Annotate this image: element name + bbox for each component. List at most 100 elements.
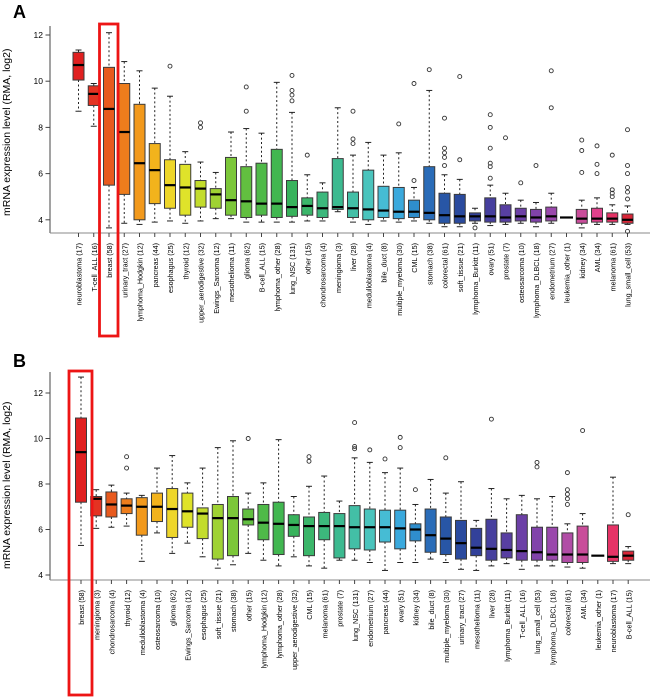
category-label: liver (28) xyxy=(349,243,358,271)
outlier-point xyxy=(548,105,554,111)
category-label: CML (15) xyxy=(305,590,314,620)
box xyxy=(87,85,100,106)
box xyxy=(272,501,285,556)
box xyxy=(240,166,253,218)
outlier-point xyxy=(350,136,356,142)
outlier-point xyxy=(580,428,586,433)
outlier-point xyxy=(487,145,493,151)
category-label: upper_aerodigestive (32) xyxy=(290,590,299,670)
category-label: bile_duct (8) xyxy=(427,590,436,630)
category-label: melanoma (61) xyxy=(608,243,617,291)
box xyxy=(531,526,543,561)
panel-b-label: B xyxy=(13,351,26,371)
category-label: Ewings_Sarcoma (12) xyxy=(184,590,193,661)
box xyxy=(270,148,283,218)
category-label: bile_duct (8) xyxy=(380,243,389,283)
category-label: melanoma (61) xyxy=(320,590,329,638)
box xyxy=(133,103,146,221)
category-label: soft_tissue (21) xyxy=(214,590,223,639)
category-label: lymphoma_Hodgkin (12) xyxy=(260,590,269,668)
box xyxy=(333,513,346,559)
outlier-point xyxy=(306,454,312,460)
category-label: AML (34) xyxy=(579,590,588,619)
box xyxy=(227,496,239,557)
box xyxy=(453,193,466,224)
box xyxy=(392,186,405,220)
category-label: meningioma (3) xyxy=(92,590,101,640)
y-tick-label: 12 xyxy=(34,388,44,398)
outlier-point xyxy=(245,436,251,441)
outlier-point xyxy=(564,496,570,502)
outlier-point xyxy=(243,84,249,90)
outlier-point xyxy=(564,491,570,497)
y-tick-label: 10 xyxy=(34,76,44,86)
outlier-point xyxy=(488,416,494,422)
category-label: pancreas (44) xyxy=(381,590,390,634)
panel-a-label: A xyxy=(13,2,26,22)
highlight-rect xyxy=(67,369,94,697)
category-label: leukemia_other (1) xyxy=(563,243,572,303)
box xyxy=(591,207,603,223)
box xyxy=(500,532,513,559)
outlier-point xyxy=(442,150,447,156)
outlier-point xyxy=(548,68,554,74)
outlier-point xyxy=(411,81,417,86)
outlier-point xyxy=(243,108,249,114)
outlier-point xyxy=(167,63,173,69)
y-tick-label: 8 xyxy=(38,122,43,132)
panel-a-y-axis-title: mRNA expression level (RMA, log2) xyxy=(1,48,13,216)
category-label: ovary (51) xyxy=(486,243,495,275)
outlier-point xyxy=(124,454,130,460)
category-label: AML (34) xyxy=(593,243,602,272)
outlier-point xyxy=(289,87,295,93)
outlier-point xyxy=(625,127,630,133)
outlier-point xyxy=(625,171,630,177)
category-label: mesothelioma (11) xyxy=(227,243,236,302)
outlier-point xyxy=(306,458,312,464)
box xyxy=(423,166,436,221)
category-label: mesothelioma (11) xyxy=(472,590,481,649)
y-tick-label: 4 xyxy=(38,570,43,580)
category-label: medulloblastoma (4) xyxy=(138,590,147,655)
category-label: B-cell_ALL (15) xyxy=(624,590,633,639)
box xyxy=(439,516,452,556)
outlier-point xyxy=(443,455,449,461)
box xyxy=(196,507,209,540)
outlier-point xyxy=(487,124,493,130)
highlight-rect xyxy=(98,22,120,338)
outlier-point xyxy=(625,196,630,202)
outlier-point xyxy=(564,487,570,493)
outlier-point xyxy=(534,459,540,465)
category-label: upper_aerodigestive (32) xyxy=(197,243,206,323)
box xyxy=(455,519,467,560)
category-label: Ewings_Sarcoma (12) xyxy=(212,243,221,314)
category-label: glioma (62) xyxy=(242,243,251,279)
category-label: lymphoma_other (28) xyxy=(275,590,284,658)
category-label: esophagus (25) xyxy=(166,243,175,293)
category-label: lymphoma_other (28) xyxy=(273,243,282,311)
category-label: lung_small_cell (53) xyxy=(533,590,542,654)
category-label: colorectal (61) xyxy=(441,243,450,289)
outlier-point xyxy=(472,225,478,231)
outlier-point xyxy=(412,487,418,493)
category-label: colorectal (61) xyxy=(564,590,573,636)
box xyxy=(211,503,224,560)
category-label: urinary_tract (27) xyxy=(120,243,129,298)
outlier-point xyxy=(397,445,403,451)
box xyxy=(181,492,194,528)
category-label: lymphoma_Burkitt (11) xyxy=(503,590,512,662)
y-tick-label: 6 xyxy=(38,525,43,535)
outlier-point xyxy=(198,124,203,130)
outlier-point xyxy=(609,194,615,200)
category-label: endometrium (27) xyxy=(366,590,375,647)
box xyxy=(470,527,483,557)
category-label: lung_NSC (131) xyxy=(351,590,360,642)
category-label: meningioma (3) xyxy=(334,243,343,293)
category-label: medulloblastoma (4) xyxy=(364,243,373,308)
outlier-point xyxy=(124,465,130,471)
outlier-point xyxy=(518,180,524,186)
outlier-point xyxy=(352,444,358,449)
category-label: chondrosarcoma (4) xyxy=(319,243,328,307)
category-label: lymphoma_DLBCL (18) xyxy=(532,243,541,318)
